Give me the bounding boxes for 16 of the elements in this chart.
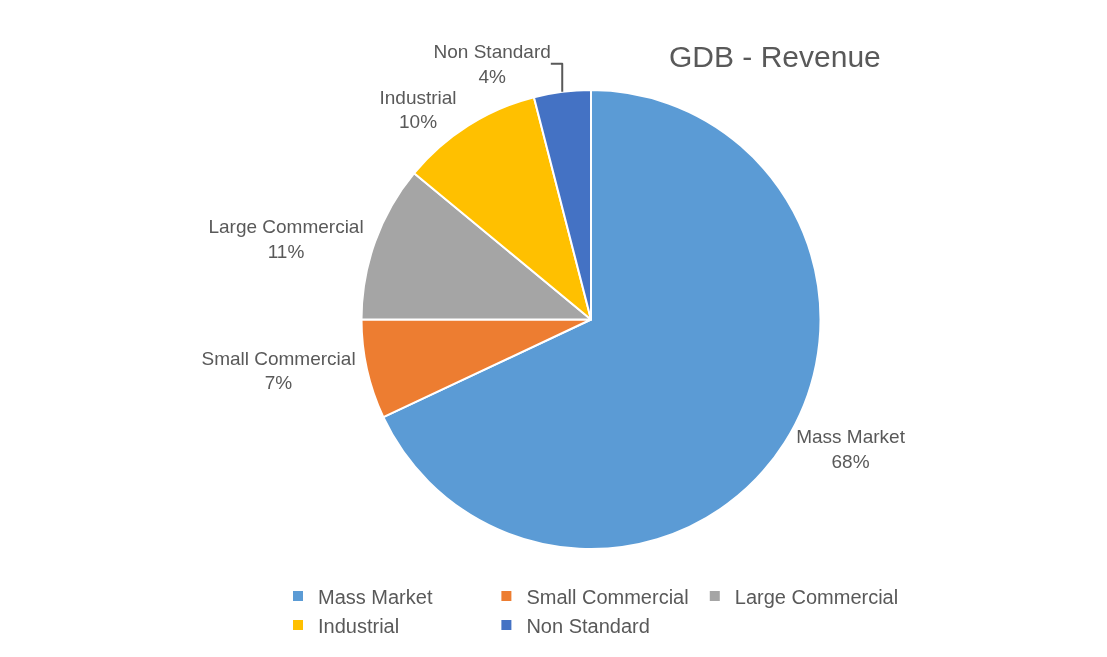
legend-label: Industrial [318,614,400,637]
data-label: 11% [267,240,305,262]
slice-label: Mass Market [796,426,906,448]
chart-title: GDB - Revenue [669,39,881,73]
legend-label: Mass Market [318,585,433,608]
data-label: 7% [264,372,293,394]
legend-label: Small Commercial [526,585,689,608]
legend-label: Non Standard [526,614,650,637]
data-label: 10% [399,111,438,133]
slice-label: Small Commercial [201,347,356,369]
slice-label: Non Standard [433,40,551,62]
slice-label: Large Commercial [208,216,364,238]
slice-label: Industrial [379,86,457,108]
data-label: 4% [478,65,507,87]
data-label: 68% [831,450,870,472]
legend-label: Large Commercial [734,585,899,608]
